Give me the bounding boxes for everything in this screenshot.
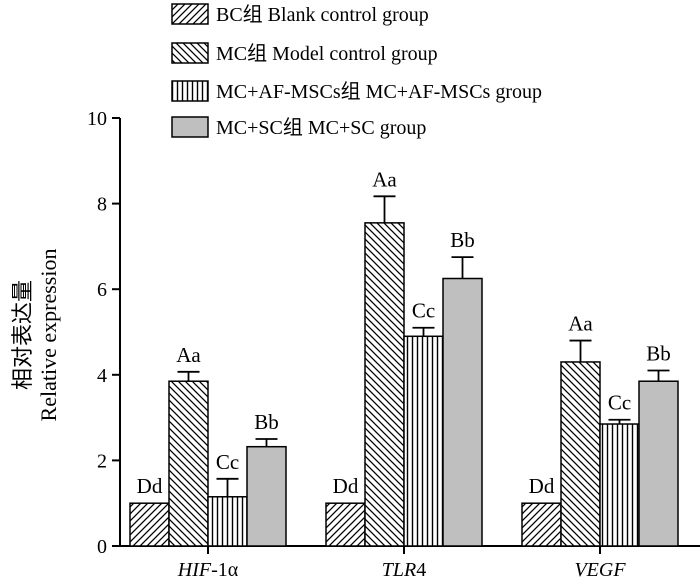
significance-label: Aa	[372, 167, 397, 191]
significance-label: Dd	[137, 474, 163, 498]
bar	[207, 496, 248, 547]
x-tick-label: VEGF	[574, 559, 626, 580]
legend-label: MC+SC组 MC+SC group	[216, 116, 426, 139]
bar	[129, 502, 170, 547]
significance-label: Aa	[176, 343, 201, 367]
legend-label: MC+AF-MSCs组 MC+AF-MSCs group	[216, 80, 542, 103]
significance-label: Cc	[412, 299, 435, 323]
significance-label: Dd	[333, 474, 359, 498]
bar	[638, 380, 679, 547]
significance-label: Dd	[529, 474, 555, 498]
bar	[442, 277, 483, 547]
legend-swatch	[171, 3, 209, 25]
significance-label: Cc	[608, 391, 631, 415]
bar	[325, 502, 366, 547]
y-tick-label: 4	[97, 365, 107, 387]
legend-label: MC组 Model control group	[216, 42, 438, 65]
bar	[403, 335, 444, 547]
significance-label: Aa	[568, 312, 593, 336]
bar	[521, 502, 562, 547]
bar	[560, 361, 601, 547]
bar	[246, 445, 287, 547]
y-axis-title-cn: 相对表达量	[10, 280, 35, 390]
legend-swatch	[171, 80, 209, 102]
significance-label: Bb	[450, 228, 475, 252]
y-tick-label: 2	[97, 450, 107, 472]
y-tick-label: 0	[97, 536, 107, 558]
x-tick-label: TLR4	[382, 559, 426, 580]
legend-label: BC组 Blank control group	[216, 3, 429, 26]
x-axis: HIF-1α TLR4 VEGF	[120, 545, 700, 580]
legend-swatch	[171, 42, 209, 64]
y-axis-title: Relative expression	[36, 249, 61, 422]
bar	[599, 423, 640, 547]
y-axis: 0 2 4 6 8 10	[87, 108, 121, 558]
bar	[364, 222, 405, 547]
significance-label: Cc	[216, 450, 239, 474]
y-tick-label: 8	[97, 194, 107, 216]
bars: Dd Aa Cc Bb Dd Aa Cc Bb Dd Aa Cc Bb	[129, 167, 679, 547]
significance-label: Bb	[646, 342, 671, 366]
y-tick-label: 6	[97, 279, 107, 301]
legend-swatch	[171, 116, 209, 138]
significance-label: Bb	[254, 410, 279, 434]
bar	[168, 380, 209, 547]
x-tick-label: HIF-1α	[177, 559, 239, 580]
legend: BC组 Blank control group MC组 Model control…	[171, 3, 542, 139]
y-tick-label: 10	[87, 108, 107, 130]
